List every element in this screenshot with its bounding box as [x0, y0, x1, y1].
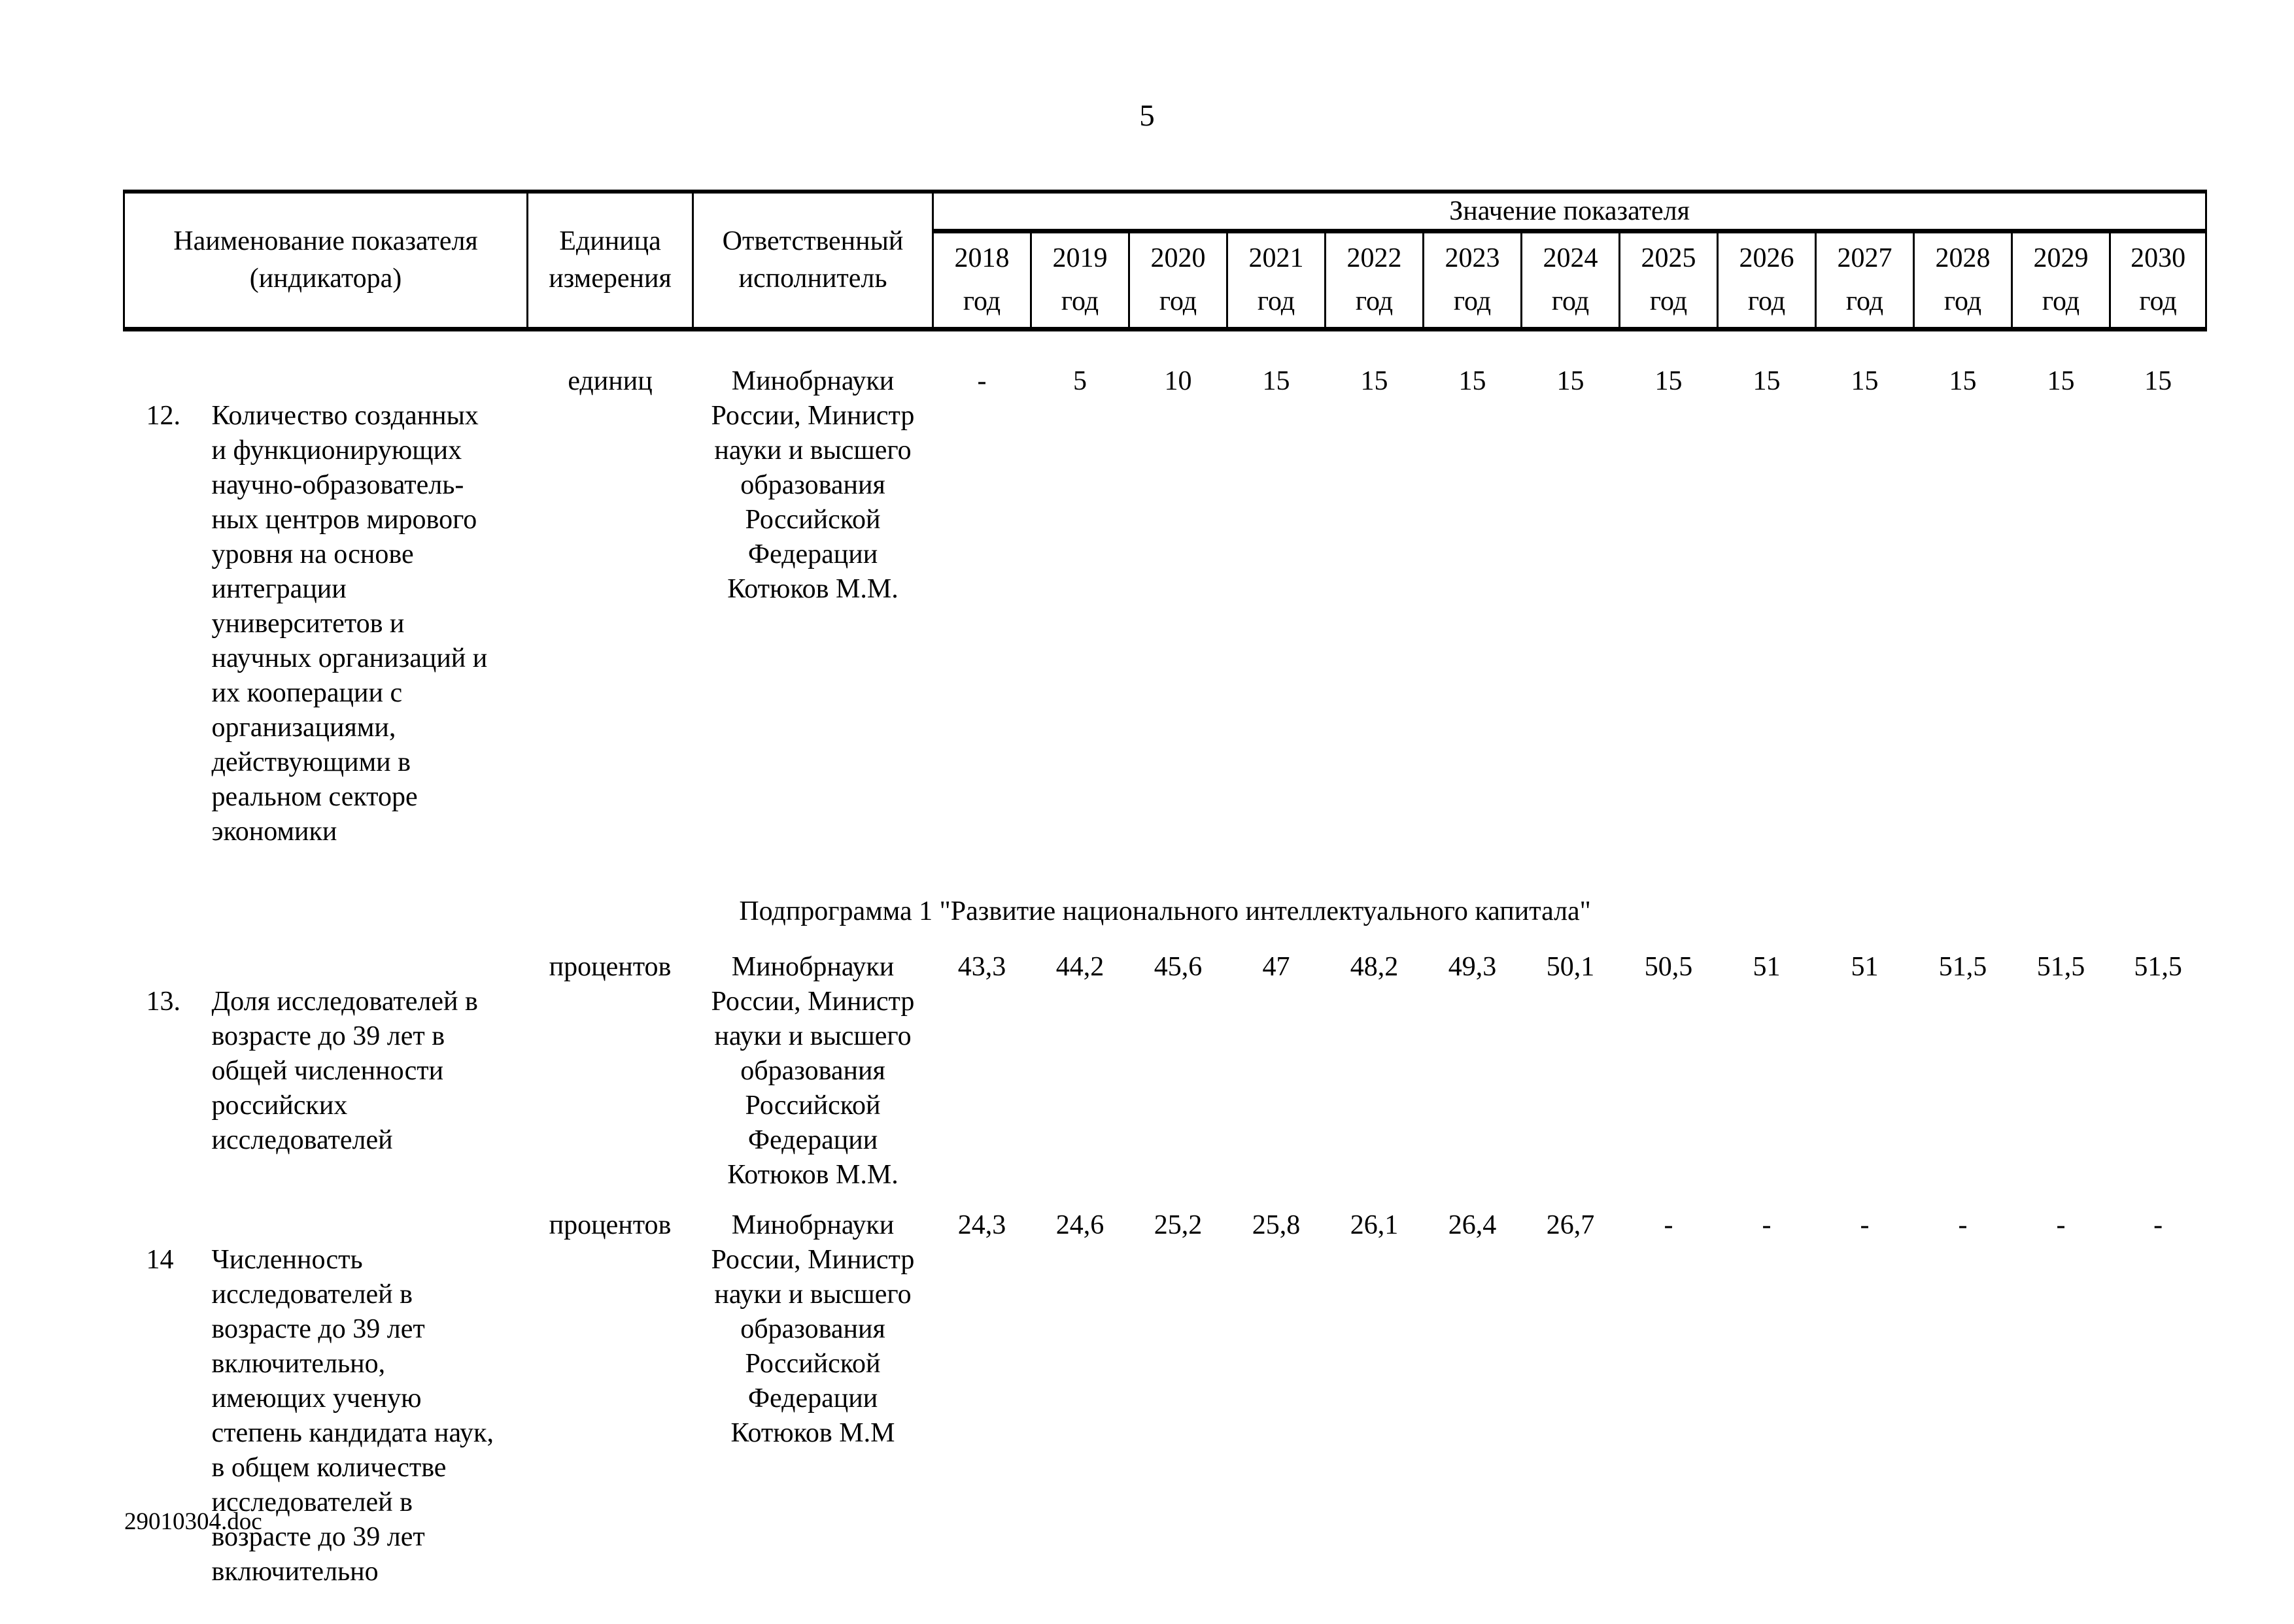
- row-12-responsible: Минобрнауки России, Министр науки и высш…: [711, 365, 915, 604]
- row-14-value-2019: 24,6: [1055, 1210, 1104, 1240]
- subprogram-row: Подпрограмма 1 "Развитие национального и…: [124, 884, 2206, 936]
- row-12-value-2020: 10: [1164, 365, 1192, 396]
- row-12-value-2019: 5: [1073, 365, 1087, 396]
- header-year-2018: 2018 год: [932, 229, 1032, 331]
- row-12-value-2029: 15: [2047, 365, 2075, 396]
- row-13-value-2030: 51,5: [2134, 951, 2182, 982]
- header-year-2023: 2023 год: [1422, 229, 1522, 331]
- indicator-row-12: 12. Количество созданных и функционирующ…: [124, 329, 2206, 884]
- row-14-number: 14: [146, 1244, 174, 1275]
- header-year-2029: 2029 год: [2011, 229, 2111, 331]
- row-13-indicator-name: Доля исследователей в возрасте до 39 лет…: [211, 986, 478, 1155]
- row-12-value-2023: 15: [1458, 365, 1486, 396]
- row-13-unit: процентов: [549, 951, 672, 982]
- header-row-group: Наименование показателя (индикатора) Еди…: [123, 192, 2208, 331]
- row-12-value-2028: 15: [1949, 365, 1977, 396]
- row-14-value-2026: -: [1762, 1210, 1772, 1240]
- row-13-value-2024: 50,1: [1546, 951, 1595, 982]
- subprogram-title: Подпрограмма 1 "Развитие национального и…: [739, 896, 1591, 926]
- header-year-2020: 2020 год: [1128, 229, 1228, 331]
- row-13-value-2029: 51,5: [2036, 951, 2085, 982]
- row-14-value-2018: 24,3: [957, 1210, 1006, 1240]
- indicator-row-14: 14 Численность исследователей в возрасте…: [124, 1193, 2206, 1624]
- row-12-value-2026: 15: [1753, 365, 1781, 396]
- row-12-value-2021: 15: [1262, 365, 1290, 396]
- header-year-2027: 2027 год: [1815, 229, 1915, 331]
- row-13-value-2025: 50,5: [1644, 951, 1693, 982]
- row-14-name-cell: 14 Численность исследователей в возрасте…: [124, 1193, 528, 1624]
- row-12-value-2025: 15: [1654, 365, 1683, 396]
- row-12-value-2018: -: [977, 365, 987, 396]
- row-12-value-2027: 15: [1851, 365, 1879, 396]
- row-13-value-2021: 47: [1262, 951, 1290, 982]
- header-year-2019: 2019 год: [1030, 229, 1130, 331]
- row-12-value-2024: 15: [1556, 365, 1584, 396]
- header-responsible: Ответственный исполнитель: [692, 192, 934, 331]
- header-year-2028: 2028 год: [1913, 229, 2013, 331]
- header-year-2021: 2021 год: [1226, 229, 1326, 331]
- header-year-2030: 2030 год: [2108, 229, 2208, 331]
- row-12-unit: единиц: [568, 365, 653, 396]
- row-13-number: 13.: [146, 986, 181, 1017]
- row-13-value-2022: 48,2: [1350, 951, 1399, 982]
- row-14-value-2028: -: [1958, 1210, 1968, 1240]
- row-14-value-2022: 26,1: [1350, 1210, 1399, 1240]
- row-14-value-2021: 25,8: [1252, 1210, 1301, 1240]
- row-13-value-2019: 44,2: [1055, 951, 1104, 982]
- row-14-value-2027: -: [1860, 1210, 1870, 1240]
- document-filename: 29010304.doc: [124, 1508, 262, 1535]
- row-12-number: 12.: [146, 400, 181, 431]
- row-12-value-2030: 15: [2144, 365, 2172, 396]
- row-13-value-2018: 43,3: [957, 951, 1006, 982]
- row-13-name-cell: 13. Доля исследователей в возрасте до 39…: [124, 936, 528, 1193]
- row-14-unit: процентов: [549, 1210, 672, 1240]
- page-number: 5: [1139, 99, 1155, 133]
- row-13-value-2027: 51: [1851, 951, 1879, 982]
- row-13-value-2028: 51,5: [1938, 951, 1987, 982]
- row-14-value-2020: 25,2: [1154, 1210, 1203, 1240]
- row-14-indicator-name: Численность исследователей в возрасте до…: [211, 1244, 494, 1587]
- header-year-2025: 2025 год: [1618, 229, 1719, 331]
- indicators-table: Наименование показателя (индикатора) Еди…: [123, 190, 2208, 1624]
- header-indicator-name: Наименование показателя (индикатора): [123, 192, 528, 331]
- header-row-years: 2018 год 2019 год 2020 год 2021 год 2022…: [124, 229, 2208, 331]
- row-14-value-2030: -: [2153, 1210, 2163, 1240]
- header-year-2024: 2024 год: [1520, 229, 1620, 331]
- header-value-group: Значение показателя: [931, 192, 2208, 233]
- row-13-value-2023: 49,3: [1448, 951, 1497, 982]
- row-13-responsible: Минобрнауки России, Министр науки и высш…: [711, 951, 915, 1190]
- row-14-value-2029: -: [2056, 1210, 2066, 1240]
- row-12-name-cell: 12. Количество созданных и функционирующ…: [124, 329, 528, 884]
- row-14-responsible: Минобрнауки России, Министр науки и высш…: [711, 1210, 915, 1448]
- row-12-indicator-name: Количество созданных и функционирующих н…: [211, 400, 488, 847]
- row-14-value-2023: 26,4: [1448, 1210, 1497, 1240]
- header-year-2022: 2022 год: [1324, 229, 1424, 331]
- row-12-value-2022: 15: [1360, 365, 1388, 396]
- header-year-2026: 2026 год: [1717, 229, 1817, 331]
- header-unit: Единица измерения: [526, 192, 694, 331]
- row-13-value-2020: 45,6: [1154, 951, 1203, 982]
- row-14-value-2025: -: [1664, 1210, 1673, 1240]
- row-13-value-2026: 51: [1753, 951, 1781, 982]
- indicator-row-13: 13. Доля исследователей в возрасте до 39…: [124, 936, 2206, 1193]
- row-14-value-2024: 26,7: [1546, 1210, 1595, 1240]
